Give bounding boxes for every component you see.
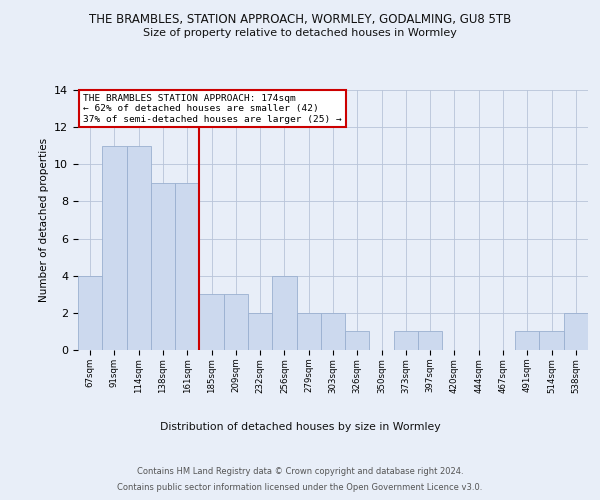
Bar [248,313,272,350]
Bar [272,276,296,350]
Text: Contains HM Land Registry data © Crown copyright and database right 2024.: Contains HM Land Registry data © Crown c… [137,468,463,476]
Text: THE BRAMBLES, STATION APPROACH, WORMLEY, GODALMING, GU8 5TB: THE BRAMBLES, STATION APPROACH, WORMLEY,… [89,12,511,26]
Text: Contains public sector information licensed under the Open Government Licence v3: Contains public sector information licen… [118,482,482,492]
Bar [102,146,127,350]
Text: THE BRAMBLES STATION APPROACH: 174sqm
← 62% of detached houses are smaller (42)
: THE BRAMBLES STATION APPROACH: 174sqm ← … [83,94,342,124]
Bar [151,183,175,350]
Bar [564,313,588,350]
Bar [345,332,370,350]
Text: Size of property relative to detached houses in Wormley: Size of property relative to detached ho… [143,28,457,38]
Text: Distribution of detached houses by size in Wormley: Distribution of detached houses by size … [160,422,440,432]
Bar [321,313,345,350]
Bar [394,332,418,350]
Bar [199,294,224,350]
Bar [539,332,564,350]
Bar [175,183,199,350]
Bar [224,294,248,350]
Y-axis label: Number of detached properties: Number of detached properties [38,138,49,302]
Bar [418,332,442,350]
Bar [127,146,151,350]
Bar [515,332,539,350]
Bar [296,313,321,350]
Bar [78,276,102,350]
